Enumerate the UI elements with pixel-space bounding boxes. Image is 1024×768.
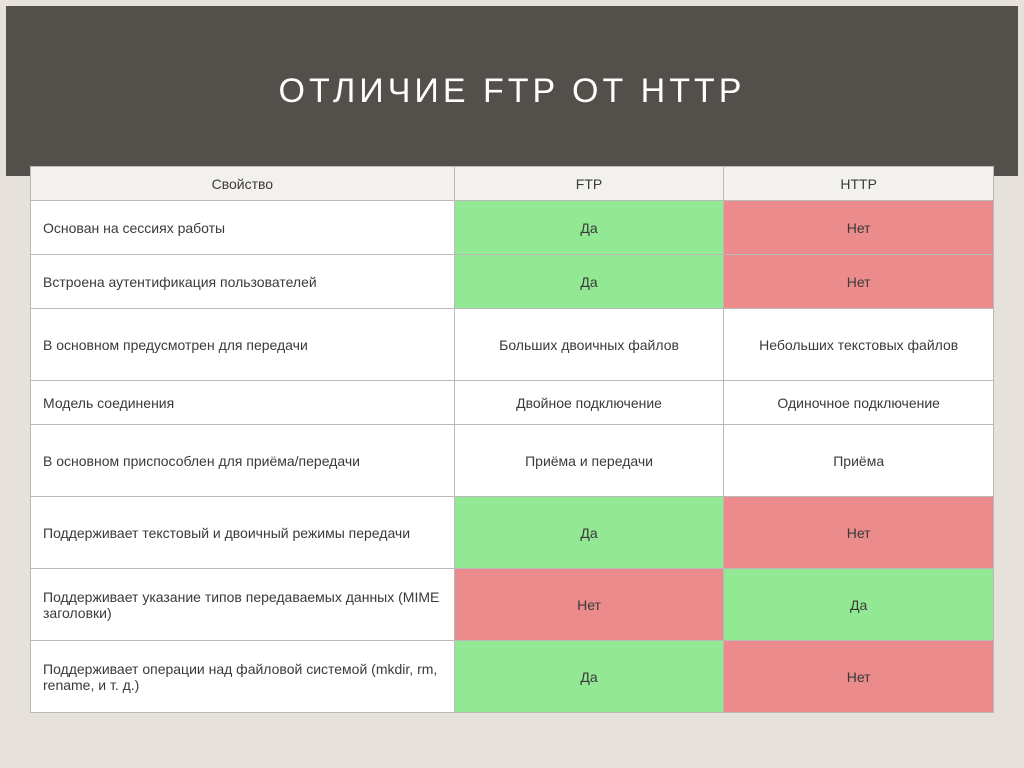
- comparison-table-wrap: Свойство FTP HTTP Основан на сессиях раб…: [6, 166, 1018, 713]
- http-cell: Нет: [724, 255, 994, 309]
- property-cell: В основном приспособлен для приёма/перед…: [31, 425, 455, 497]
- property-cell: Поддерживает операции над файловой систе…: [31, 641, 455, 713]
- table-row: Поддерживает указание типов передаваемых…: [31, 569, 994, 641]
- ftp-cell: Приёма и передачи: [454, 425, 724, 497]
- property-cell: Поддерживает указание типов передаваемых…: [31, 569, 455, 641]
- property-cell: Встроена аутентификация пользователей: [31, 255, 455, 309]
- ftp-cell: Да: [454, 641, 724, 713]
- col-header-property: Свойство: [31, 167, 455, 201]
- http-cell: Нет: [724, 201, 994, 255]
- ftp-cell: Двойное подключение: [454, 381, 724, 425]
- property-cell: Основан на сессиях работы: [31, 201, 455, 255]
- http-cell: Приёма: [724, 425, 994, 497]
- property-cell: Поддерживает текстовый и двоичный режимы…: [31, 497, 455, 569]
- ftp-cell: Да: [454, 201, 724, 255]
- slide-frame: ОТЛИЧИЕ FTP ОТ HTTP Свойство FTP HTTP Ос…: [0, 0, 1024, 768]
- http-cell: Нет: [724, 641, 994, 713]
- property-cell: В основном предусмотрен для передачи: [31, 309, 455, 381]
- table-row: В основном предусмотрен для передачиБоль…: [31, 309, 994, 381]
- table-row: В основном приспособлен для приёма/перед…: [31, 425, 994, 497]
- table-row: Поддерживает операции над файловой систе…: [31, 641, 994, 713]
- ftp-cell: Да: [454, 255, 724, 309]
- table-row: Встроена аутентификация пользователейДаН…: [31, 255, 994, 309]
- http-cell: Одиночное подключение: [724, 381, 994, 425]
- http-cell: Да: [724, 569, 994, 641]
- table-header-row: Свойство FTP HTTP: [31, 167, 994, 201]
- table-row: Поддерживает текстовый и двоичный режимы…: [31, 497, 994, 569]
- ftp-cell: Больших двоичных файлов: [454, 309, 724, 381]
- table-row: Модель соединенияДвойное подключениеОдин…: [31, 381, 994, 425]
- col-header-http: HTTP: [724, 167, 994, 201]
- http-cell: Нет: [724, 497, 994, 569]
- http-cell: Небольших текстовых файлов: [724, 309, 994, 381]
- property-cell: Модель соединения: [31, 381, 455, 425]
- col-header-ftp: FTP: [454, 167, 724, 201]
- ftp-cell: Да: [454, 497, 724, 569]
- comparison-table: Свойство FTP HTTP Основан на сессиях раб…: [30, 166, 994, 713]
- table-row: Основан на сессиях работыДаНет: [31, 201, 994, 255]
- ftp-cell: Нет: [454, 569, 724, 641]
- header-bar: ОТЛИЧИЕ FTP ОТ HTTP: [6, 6, 1018, 176]
- page-title: ОТЛИЧИЕ FTP ОТ HTTP: [279, 72, 746, 111]
